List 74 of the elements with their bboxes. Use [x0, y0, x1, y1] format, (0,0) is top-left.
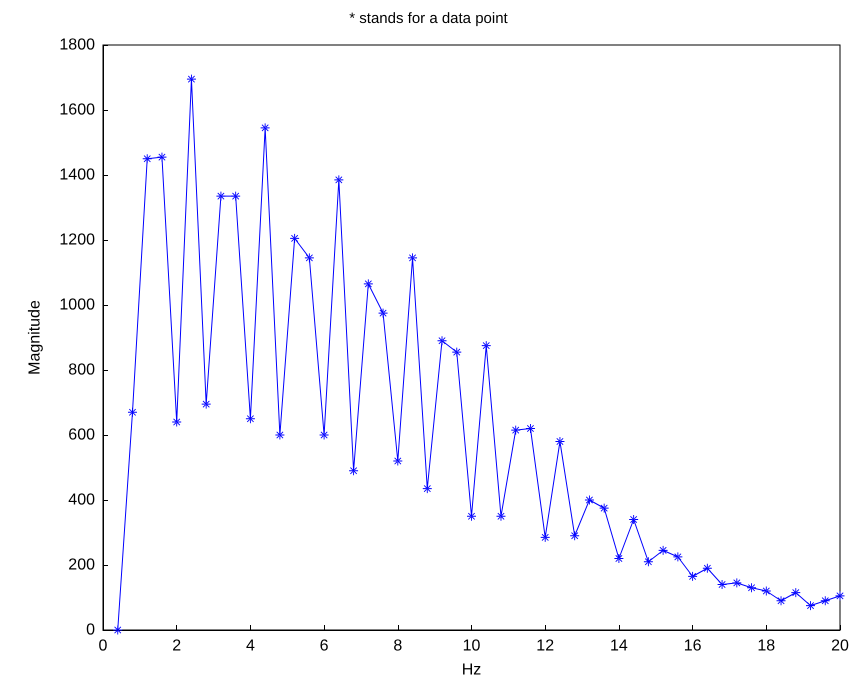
- point: [393, 456, 402, 466]
- point: [202, 400, 211, 409]
- point: [260, 123, 270, 132]
- point: [673, 552, 682, 562]
- x-tick-label: 8: [393, 638, 402, 654]
- point: [688, 572, 698, 581]
- point: [511, 426, 520, 435]
- point: [806, 601, 816, 610]
- point: [290, 234, 300, 243]
- point: [629, 515, 638, 524]
- y-axis-title: Magnitude: [26, 300, 44, 375]
- point: [540, 532, 550, 542]
- point: [644, 557, 653, 566]
- point: [791, 588, 800, 598]
- y-tick-label: 200: [68, 556, 96, 574]
- point: [128, 408, 137, 417]
- point: [836, 591, 844, 600]
- y-tick-label: 400: [68, 492, 96, 508]
- point: [246, 414, 255, 424]
- point: [408, 253, 418, 262]
- point: [584, 496, 594, 504]
- point: [231, 192, 240, 201]
- y-tick-label: 1200: [59, 232, 96, 248]
- point: [776, 596, 786, 606]
- point: [378, 308, 388, 318]
- point: [555, 437, 564, 446]
- y-tick-label: 800: [68, 362, 96, 378]
- point: [718, 580, 727, 589]
- x-tick-label: 6: [320, 638, 329, 654]
- point: [157, 152, 166, 162]
- point: [658, 546, 668, 555]
- point: [304, 253, 314, 262]
- y-tick-label: 600: [68, 426, 96, 444]
- point: [334, 175, 344, 184]
- chart-title: * stands for a data point: [349, 10, 509, 27]
- y-tick-label: 0: [86, 622, 96, 638]
- y-tick-label: 1600: [59, 102, 96, 118]
- point: [820, 596, 830, 606]
- x-tick-label: 4: [246, 638, 255, 654]
- point: [482, 341, 491, 350]
- point: [570, 531, 580, 540]
- point: [142, 154, 152, 164]
- point: [600, 504, 609, 513]
- point: [747, 583, 756, 592]
- y-tick-label: 1000: [59, 296, 96, 314]
- point: [614, 554, 624, 563]
- point: [702, 564, 712, 573]
- point: [275, 430, 284, 440]
- x-tick-label: 14: [610, 638, 628, 654]
- point: [113, 626, 122, 634]
- point: [216, 192, 226, 201]
- point: [438, 336, 447, 346]
- x-tick-label: 10: [462, 638, 480, 654]
- point: [349, 466, 358, 476]
- x-tick-label: 0: [98, 638, 108, 654]
- y-tick-label: 1400: [59, 166, 96, 184]
- x-tick-label: 16: [684, 638, 702, 654]
- point: [762, 586, 771, 596]
- x-tick-label: 20: [831, 638, 849, 654]
- x-tick-label: 18: [757, 638, 776, 654]
- point: [467, 512, 476, 521]
- x-tick-label: 12: [536, 638, 554, 654]
- x-tick-label: 2: [172, 638, 182, 654]
- point: [186, 74, 196, 84]
- point: [526, 424, 535, 433]
- point: [732, 578, 742, 588]
- point: [364, 279, 373, 288]
- point: [452, 348, 462, 357]
- point: [320, 430, 329, 440]
- point: [422, 484, 432, 494]
- point: [172, 418, 182, 426]
- x-axis-title: Hz: [462, 662, 482, 678]
- point: [496, 512, 506, 521]
- y-tick-label: 1800: [59, 36, 96, 54]
